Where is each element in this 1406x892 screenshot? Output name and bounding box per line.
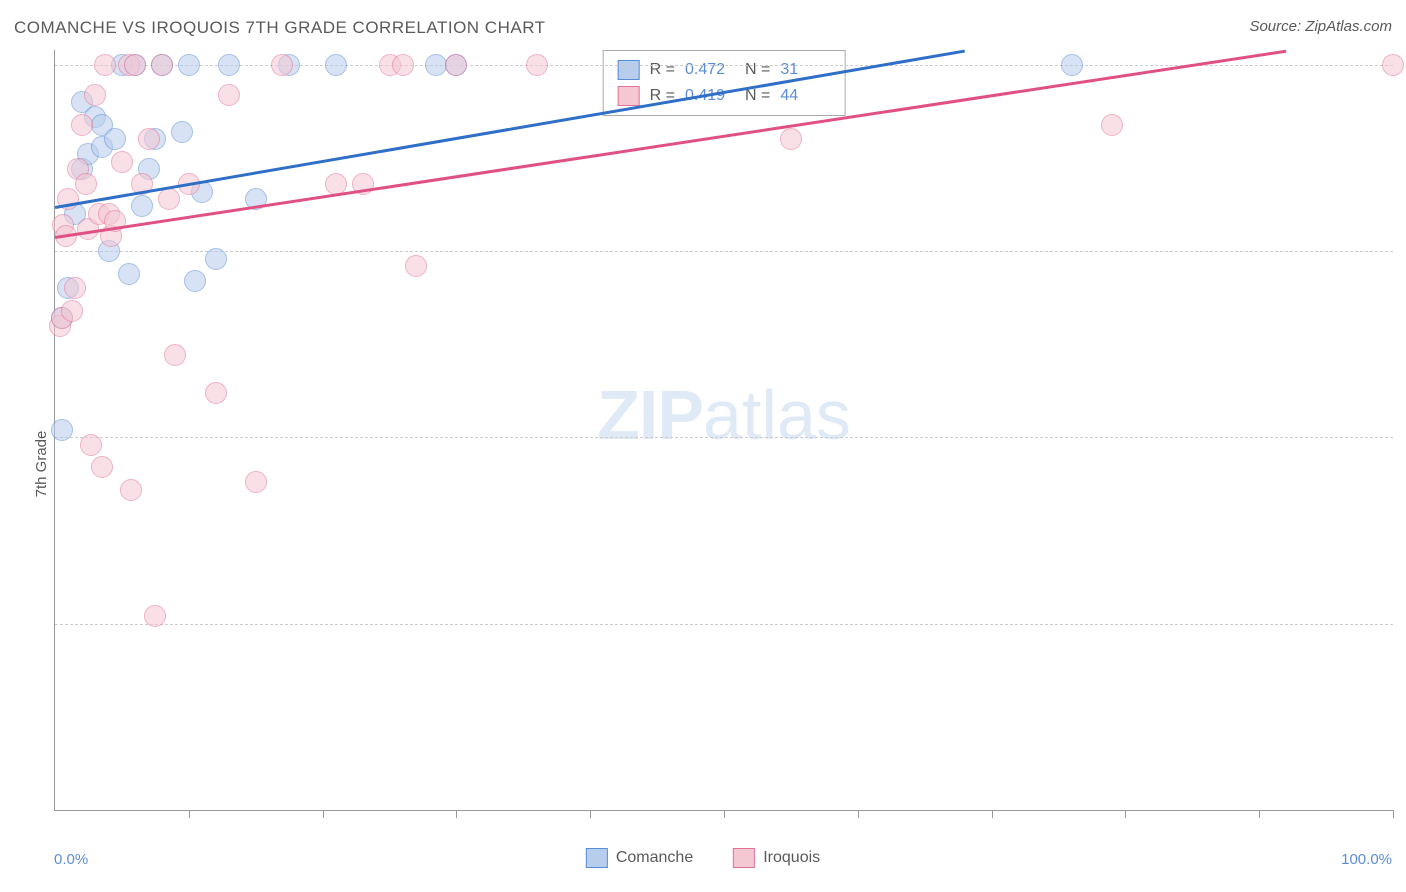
chart-header: COMANCHE VS IROQUOIS 7TH GRADE CORRELATI… xyxy=(14,18,1392,42)
data-point xyxy=(405,255,427,277)
data-point xyxy=(91,456,113,478)
stats-r-value-0: 0.472 xyxy=(685,57,735,83)
x-tick xyxy=(724,810,725,818)
data-point xyxy=(205,382,227,404)
data-point xyxy=(75,173,97,195)
data-point xyxy=(780,128,802,150)
data-point xyxy=(392,54,414,76)
x-tick xyxy=(590,810,591,818)
legend-swatch-comanche xyxy=(586,848,608,868)
swatch-iroquois xyxy=(618,86,640,106)
y-tick-label: 97.5% xyxy=(1398,243,1406,260)
legend-item-iroquois: Iroquois xyxy=(733,848,820,868)
data-point xyxy=(94,54,116,76)
data-point xyxy=(124,54,146,76)
x-tick xyxy=(858,810,859,818)
chart-title: COMANCHE VS IROQUOIS 7TH GRADE CORRELATI… xyxy=(14,18,546,37)
data-point xyxy=(61,300,83,322)
data-point xyxy=(51,419,73,441)
data-point xyxy=(245,471,267,493)
watermark-suffix: atlas xyxy=(703,376,851,454)
x-tick xyxy=(189,810,190,818)
data-point xyxy=(1101,114,1123,136)
data-point xyxy=(164,344,186,366)
data-point xyxy=(178,54,200,76)
data-point xyxy=(138,128,160,150)
data-point xyxy=(111,151,133,173)
stats-n-label: N = xyxy=(745,57,770,83)
data-point xyxy=(271,54,293,76)
data-point xyxy=(526,54,548,76)
watermark-prefix: ZIP xyxy=(597,376,703,454)
data-point xyxy=(64,277,86,299)
data-point xyxy=(445,54,467,76)
data-point xyxy=(171,121,193,143)
data-point xyxy=(144,605,166,627)
x-tick xyxy=(1259,810,1260,818)
x-tick xyxy=(456,810,457,818)
x-tick xyxy=(992,810,993,818)
data-point xyxy=(118,263,140,285)
data-point xyxy=(104,128,126,150)
data-point xyxy=(218,54,240,76)
data-point xyxy=(184,270,206,292)
data-point xyxy=(151,54,173,76)
watermark: ZIPatlas xyxy=(597,375,851,455)
data-point xyxy=(1382,54,1404,76)
data-point xyxy=(120,479,142,501)
legend-swatch-iroquois xyxy=(733,848,755,868)
plot-container: 7th Grade ZIPatlas R = 0.472 N = 31 R = … xyxy=(14,50,1392,878)
y-tick-label: 95.0% xyxy=(1398,429,1406,446)
bottom-legend: Comanche Iroquois xyxy=(586,848,820,868)
data-point xyxy=(325,54,347,76)
chart-source: Source: ZipAtlas.com xyxy=(1249,18,1392,35)
gridline-h xyxy=(55,624,1393,625)
legend-label-0: Comanche xyxy=(616,849,693,867)
x-tick xyxy=(323,810,324,818)
x-tick xyxy=(1393,810,1394,818)
x-axis-end-label: 100.0% xyxy=(1341,851,1392,868)
data-point xyxy=(131,195,153,217)
stats-r-label: R = xyxy=(650,57,675,83)
y-axis-label: 7th Grade xyxy=(33,431,50,498)
data-point xyxy=(218,84,240,106)
x-tick xyxy=(1125,810,1126,818)
data-point xyxy=(71,114,93,136)
gridline-h xyxy=(55,251,1393,252)
data-point xyxy=(205,248,227,270)
stats-n-value-1: 44 xyxy=(780,83,830,109)
data-point xyxy=(80,434,102,456)
x-axis-start-label: 0.0% xyxy=(54,851,88,868)
swatch-comanche xyxy=(618,60,640,80)
y-tick-label: 92.5% xyxy=(1398,615,1406,632)
data-point xyxy=(1061,54,1083,76)
legend-label-1: Iroquois xyxy=(763,849,820,867)
plot-area: ZIPatlas R = 0.472 N = 31 R = 0.419 N = … xyxy=(54,50,1393,811)
data-point xyxy=(84,84,106,106)
gridline-h xyxy=(55,437,1393,438)
data-point xyxy=(158,188,180,210)
legend-item-comanche: Comanche xyxy=(586,848,693,868)
data-point xyxy=(425,54,447,76)
